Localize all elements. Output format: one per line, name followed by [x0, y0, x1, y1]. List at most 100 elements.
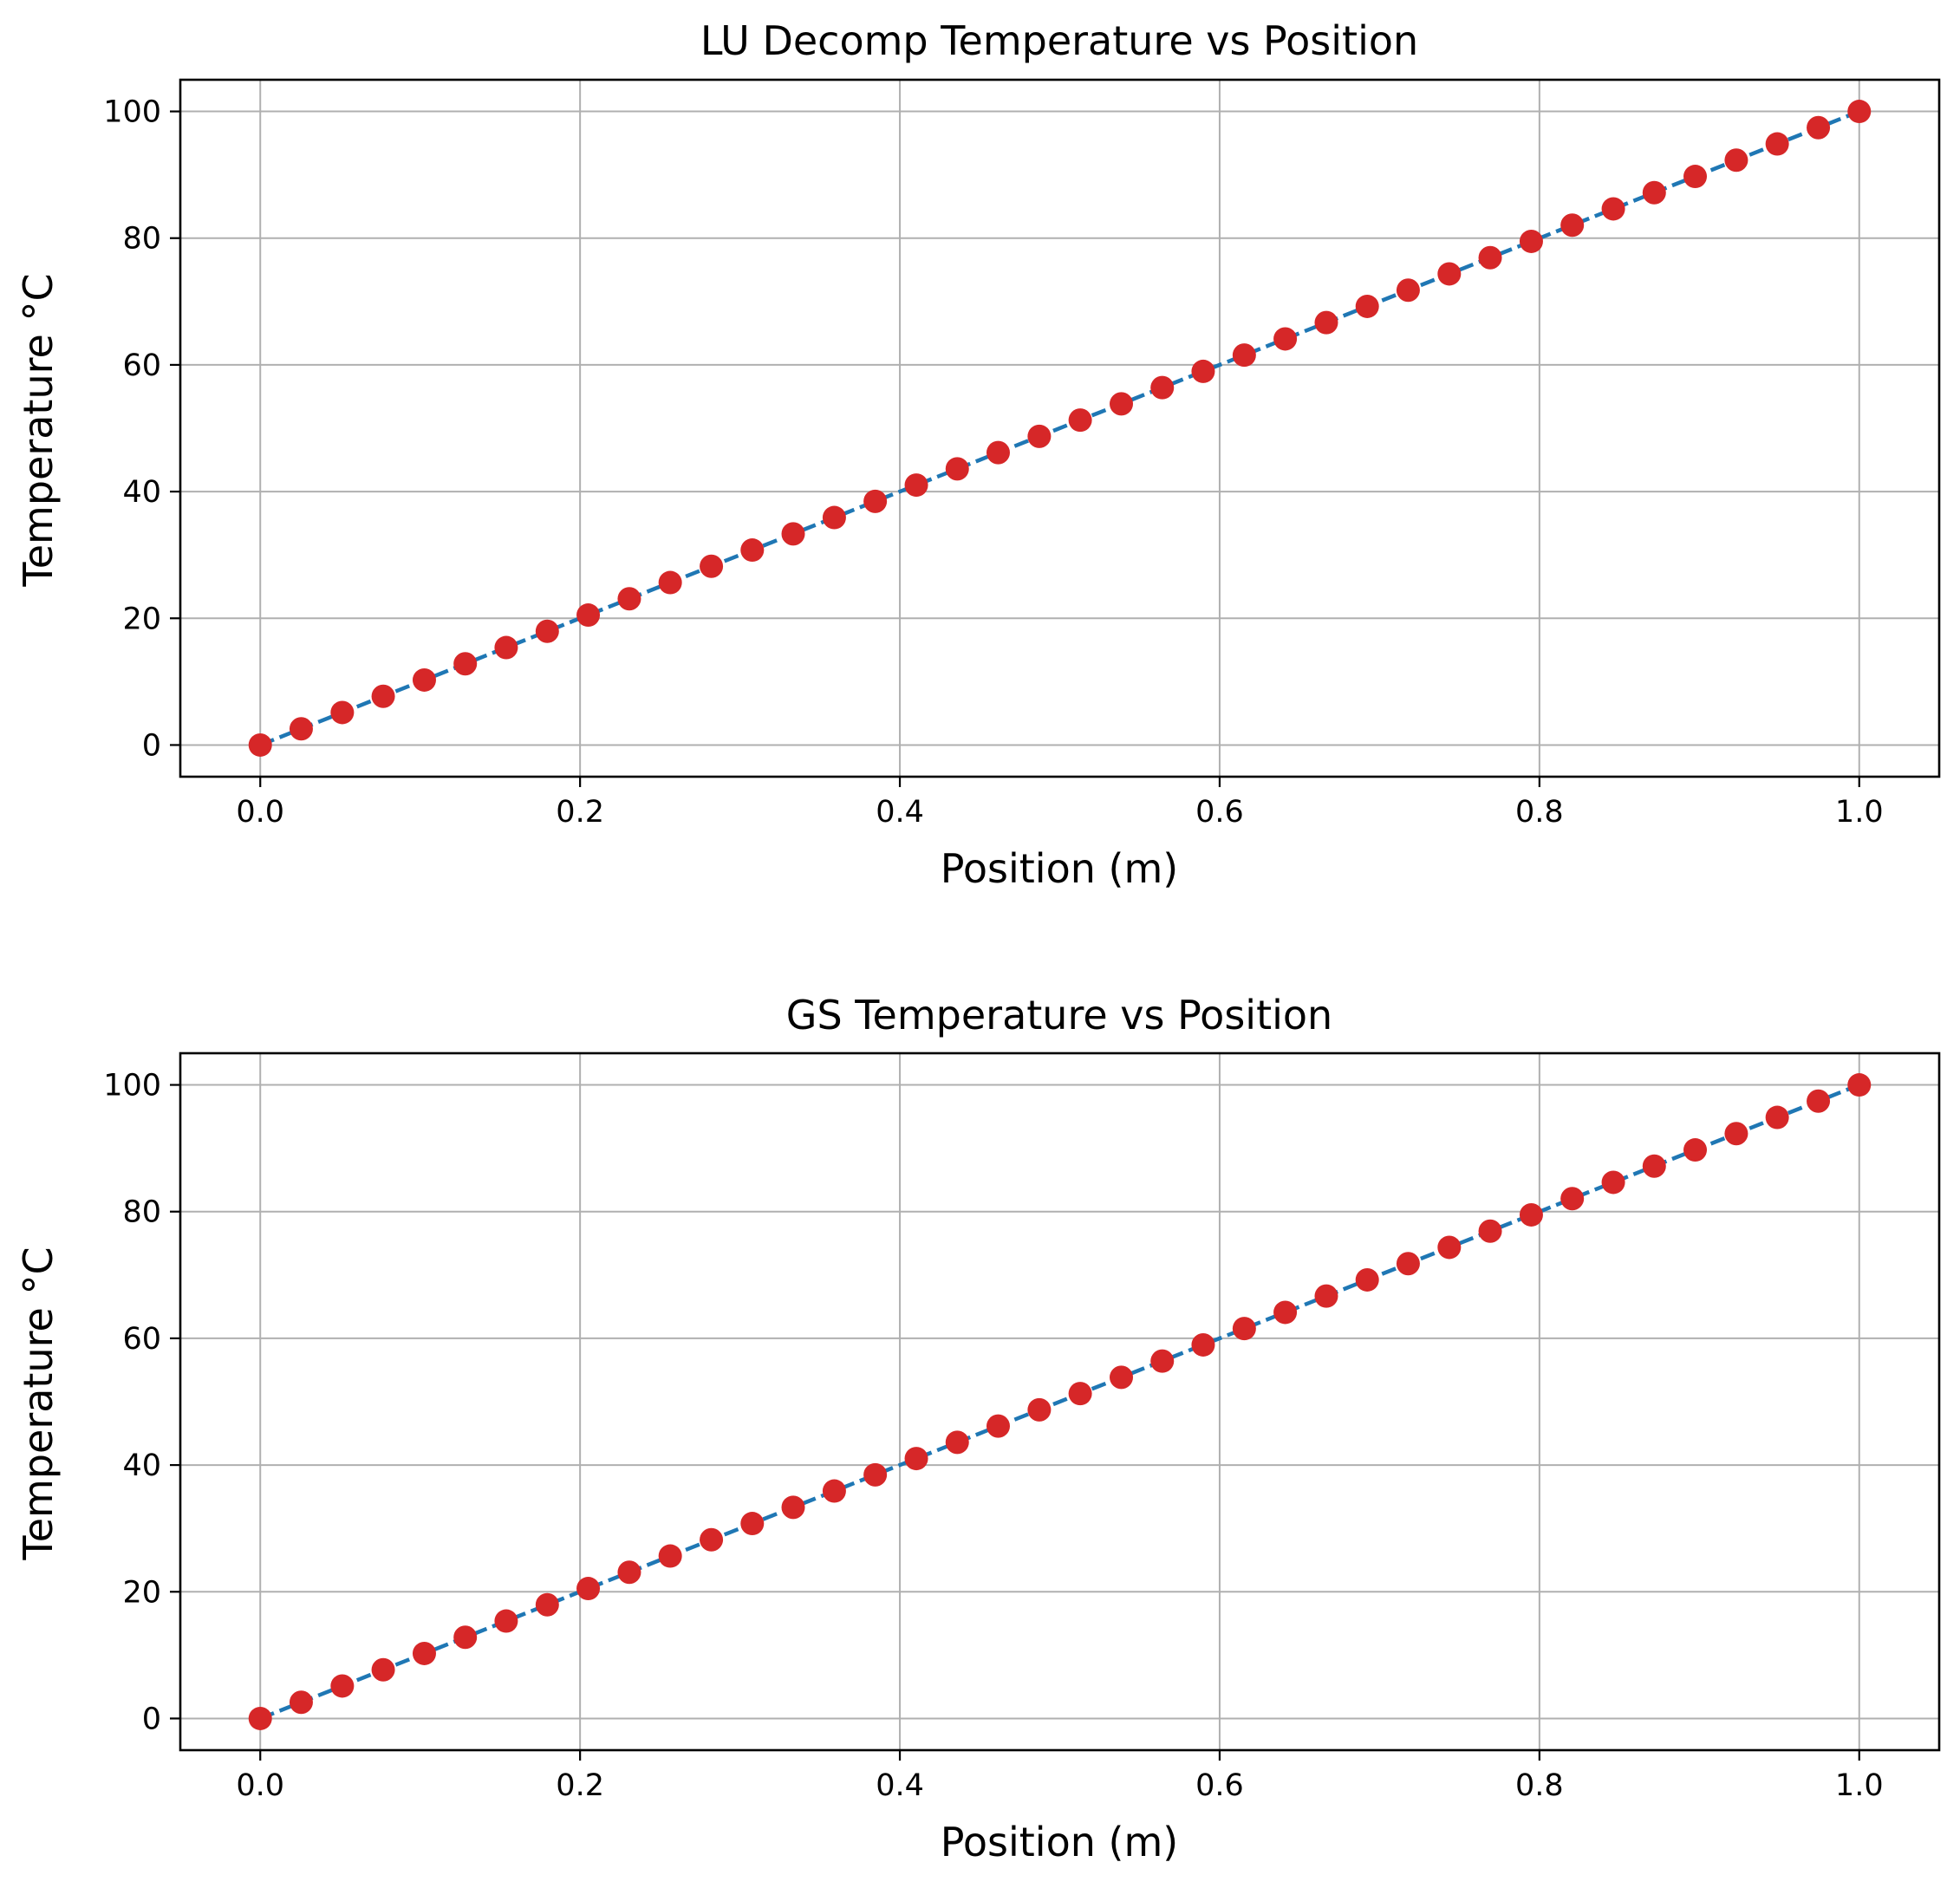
data-point — [1847, 100, 1872, 124]
data-point — [1560, 213, 1585, 238]
data-point — [1847, 1073, 1872, 1097]
series-layer — [248, 1073, 1872, 1730]
y-tick-label: 40 — [122, 1449, 161, 1483]
x-axis-label: Position (m) — [941, 845, 1178, 892]
data-point — [658, 570, 682, 595]
y-tick-label: 20 — [122, 602, 161, 636]
tick-layer: 0.0 0.2 0.4 0.6 0.8 1.0 0 20 40 60 80 100 — [103, 95, 1883, 830]
data-point — [1765, 1105, 1789, 1130]
data-point — [576, 603, 601, 628]
y-tick-label: 100 — [103, 1069, 161, 1104]
chart-title: GS Temperature vs Position — [786, 992, 1332, 1038]
data-point — [986, 440, 1010, 465]
data-point — [904, 473, 928, 498]
x-tick-label: 0.2 — [556, 1768, 604, 1803]
data-point — [535, 1592, 559, 1617]
data-point — [863, 489, 888, 513]
data-point — [822, 1479, 846, 1503]
data-point — [453, 1625, 478, 1650]
data-point — [1110, 1365, 1134, 1390]
data-point — [617, 1560, 641, 1585]
data-point — [1519, 1202, 1543, 1227]
data-point — [617, 587, 641, 611]
y-tick-label: 40 — [122, 475, 161, 510]
data-point — [1273, 327, 1298, 351]
data-point — [1191, 1332, 1215, 1357]
plot-frame — [179, 78, 1941, 778]
x-tick-label: 0.4 — [876, 1768, 924, 1803]
data-point — [822, 505, 846, 530]
x-tick-label: 0.6 — [1195, 795, 1244, 830]
data-point — [1396, 1252, 1420, 1276]
series-line — [259, 109, 1860, 747]
data-point — [453, 652, 478, 676]
y-tick-label: 0 — [142, 1702, 161, 1736]
data-point — [1560, 1187, 1585, 1211]
data-point — [1150, 375, 1175, 400]
chart-title: LU Decomp Temperature vs Position — [700, 17, 1418, 64]
data-point — [1724, 148, 1748, 173]
chart-gs: GS Temperature vs Position Position (m) … — [15, 992, 1941, 1865]
y-axis-label: Temperature °C — [15, 1247, 62, 1560]
data-point — [1068, 408, 1092, 433]
y-tick-label: 60 — [122, 348, 161, 383]
data-point — [1027, 424, 1052, 448]
data-point — [1396, 278, 1420, 303]
data-point — [1068, 1382, 1092, 1406]
data-point — [535, 619, 559, 643]
data-point — [781, 1495, 805, 1520]
data-point — [1642, 180, 1666, 205]
data-point — [1642, 1154, 1666, 1178]
x-tick-label: 0.6 — [1195, 1768, 1244, 1803]
y-axis-label: Temperature °C — [15, 273, 62, 587]
data-point — [700, 554, 724, 578]
data-point — [1683, 165, 1708, 189]
plot-frame — [179, 1051, 1941, 1752]
grid-layer — [180, 80, 1939, 777]
x-axis-label: Position (m) — [941, 1819, 1178, 1865]
y-tick-label: 100 — [103, 95, 161, 130]
y-tick-label: 80 — [122, 1195, 161, 1230]
x-tick-label: 1.0 — [1835, 1768, 1884, 1803]
data-point — [1027, 1397, 1052, 1422]
data-point — [781, 522, 805, 546]
data-point — [986, 1414, 1010, 1438]
x-tick-label: 0.2 — [556, 795, 604, 830]
data-point — [658, 1544, 682, 1568]
data-point — [1478, 245, 1502, 270]
x-tick-label: 0.0 — [236, 795, 284, 830]
data-point — [1232, 343, 1256, 368]
data-point — [371, 1657, 395, 1682]
data-point — [1601, 197, 1625, 221]
data-point — [1273, 1300, 1298, 1325]
y-tick-label: 20 — [122, 1575, 161, 1610]
grid-layer — [180, 1053, 1939, 1750]
data-point — [330, 700, 355, 725]
data-point — [945, 457, 969, 481]
x-tick-label: 1.0 — [1835, 795, 1884, 830]
series-line — [259, 1083, 1860, 1721]
data-point — [494, 635, 518, 660]
data-point — [904, 1447, 928, 1471]
data-point — [289, 717, 313, 741]
data-point — [1191, 359, 1215, 383]
data-point — [1314, 1284, 1338, 1308]
data-point — [248, 732, 272, 757]
data-point — [1807, 1089, 1831, 1113]
tick-layer: 0.0 0.2 0.4 0.6 0.8 1.0 0 20 40 60 80 100 — [103, 1069, 1883, 1803]
y-tick-label: 80 — [122, 222, 161, 257]
data-point — [1150, 1349, 1175, 1373]
data-point — [289, 1690, 313, 1715]
data-point — [863, 1462, 888, 1487]
data-point — [412, 1641, 436, 1665]
data-point — [1724, 1122, 1748, 1146]
x-tick-label: 0.8 — [1515, 1768, 1564, 1803]
data-point — [1765, 132, 1789, 156]
data-point — [248, 1706, 272, 1730]
data-point — [1314, 310, 1338, 335]
data-point — [1355, 294, 1379, 318]
y-tick-label: 60 — [122, 1322, 161, 1357]
data-point — [1601, 1170, 1625, 1195]
data-point — [945, 1430, 969, 1455]
